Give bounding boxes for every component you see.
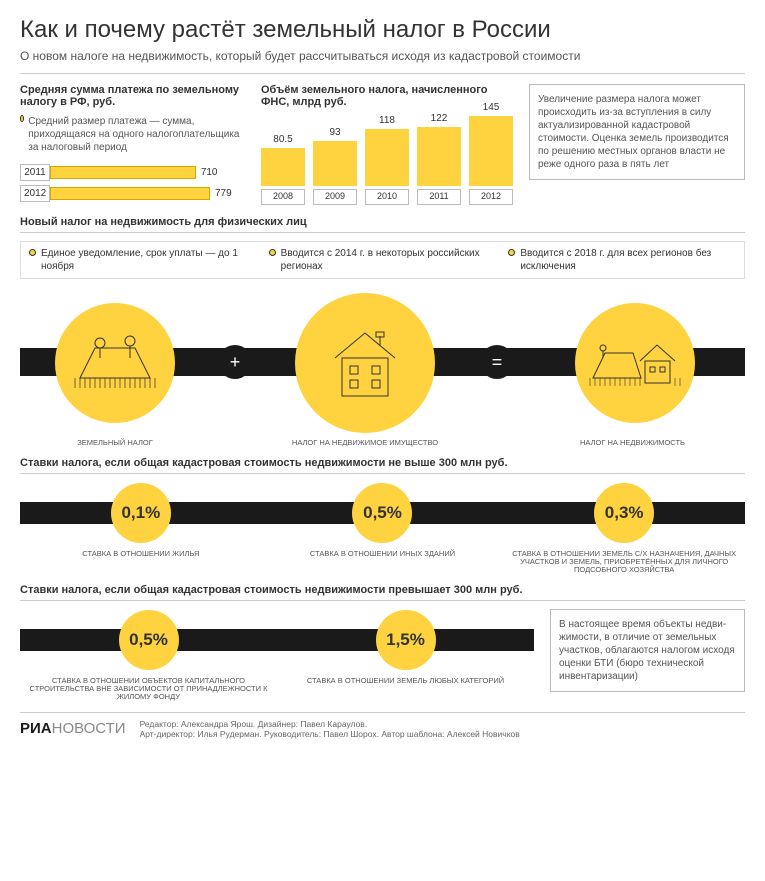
vbar <box>313 141 357 186</box>
vbar-value: 145 <box>483 101 500 114</box>
new-tax-bullets: Единое уведомление, срок уплаты — до 1 н… <box>20 241 745 279</box>
vbar <box>417 127 461 186</box>
icon-label-2: НАЛОГ НА НЕДВИЖИМОСТЬ <box>520 439 745 447</box>
vbar <box>365 129 409 186</box>
page-title: Как и почему растёт земельный налог в Ро… <box>20 14 745 45</box>
avg-payment-block: Средняя сумма платежа по земельному нало… <box>20 84 245 205</box>
hbar-value: 710 <box>201 166 218 179</box>
vbar-year: 2008 <box>261 189 305 205</box>
vbar-value: 93 <box>329 126 340 139</box>
bullet: Вводится с 2018 г. для всех регионов без… <box>508 247 736 273</box>
bullet-dot-icon <box>269 249 276 256</box>
icon-label-0: ЗЕМЕЛЬНЫЙ НАЛОГ <box>20 439 210 447</box>
rates-under-stripe: 0,1% 0,5% 0,3% <box>20 482 745 544</box>
vbar <box>261 148 305 187</box>
vbar-value: 118 <box>379 114 395 127</box>
vbar-year: 2009 <box>313 189 357 205</box>
vbar-col: 145 2012 <box>469 101 513 205</box>
vbar-year: 2011 <box>417 189 461 205</box>
vbar-col: 118 2010 <box>365 114 409 205</box>
icon-labels: ЗЕМЕЛЬНЫЙ НАЛОГ НАЛОГ НА НЕДВИЖИМОЕ ИМУЩ… <box>20 439 745 447</box>
bullet-text: Вводится с 2018 г. для всех регионов без… <box>520 247 736 273</box>
rates-over-title: Ставки налога, если общая кадастровая ст… <box>20 583 745 601</box>
hbar <box>50 187 210 200</box>
footer: РИАНОВОСТИ Редактор: Александра Ярош. Ди… <box>20 712 745 739</box>
logo-news: НОВОСТИ <box>52 720 126 737</box>
vbar-col: 122 2011 <box>417 112 461 205</box>
rates-under-labels: СТАВКА В ОТНОШЕНИИ ЖИЛЬЯСТАВКА В ОТНОШЕН… <box>20 550 745 575</box>
vbar-year: 2012 <box>469 189 513 205</box>
vbar-year: 2010 <box>365 189 409 205</box>
rate-label: СТАВКА В ОТНОШЕНИИ ИНЫХ ЗДАНИЙ <box>262 550 504 575</box>
rate-circle: 0,5% <box>119 610 179 670</box>
icon-label-1: НАЛОГ НА НЕДВИЖИМОЕ ИМУЩЕСТВО <box>210 439 520 447</box>
hbar-row: 2012 779 <box>20 185 245 202</box>
bullet-text: Вводится с 2014 г. в некоторых российски… <box>281 247 497 273</box>
logo: РИАНОВОСТИ <box>20 719 126 739</box>
rate-label: СТАВКА В ОТНОШЕНИИ ЗЕМЕЛЬ ЛЮБЫХ КАТЕГОРИ… <box>277 677 534 702</box>
rates-over-stripe: 0,5% 1,5% <box>20 609 534 671</box>
rates-over-labels: СТАВКА В ОТНОШЕНИИ ОБЪЕКТОВ КАПИТАЛЬНОГО… <box>20 677 534 702</box>
bullet: Вводится с 2014 г. в некоторых российски… <box>269 247 497 273</box>
rate-label: СТАВКА В ОТНОШЕНИИ ОБЪЕКТОВ КАПИТАЛЬНОГО… <box>20 677 277 702</box>
bullet-text: Единое уведомление, срок уплаты — до 1 н… <box>41 247 257 273</box>
vbar-value: 80.5 <box>273 133 292 146</box>
rate-circle: 0,1% <box>111 483 171 543</box>
rate-circle: 0,5% <box>352 483 412 543</box>
hbar-row: 2011 710 <box>20 164 245 181</box>
legend-dot-icon <box>20 115 24 122</box>
bti-note: В настоящее время объекты недви­жимости,… <box>550 609 745 692</box>
rate-circle: 0,3% <box>594 483 654 543</box>
vbar <box>469 116 513 186</box>
rate-circle: 1,5% <box>376 610 436 670</box>
vbar-value: 122 <box>431 112 448 125</box>
avg-payment-title: Средняя сумма платежа по земельному нало… <box>20 84 245 109</box>
logo-ria: РИА <box>20 720 52 737</box>
circle-realestate-tax <box>575 303 695 423</box>
vbar-col: 80.5 2008 <box>261 133 305 206</box>
vbar-col: 93 2009 <box>313 126 357 205</box>
new-tax-title: Новый налог на недвижимость для физическ… <box>20 215 745 233</box>
rates-under-title: Ставки налога, если общая кадастровая ст… <box>20 456 745 474</box>
hbar <box>50 166 196 179</box>
top-row: Средняя сумма платежа по земельному нало… <box>20 84 745 205</box>
increase-note: Увеличение размера налога может происход… <box>529 84 745 180</box>
circle-property-tax <box>295 293 435 433</box>
increase-note-box: Увеличение размера налога может происход… <box>529 84 745 205</box>
bullet: Единое уведомление, срок уплаты — до 1 н… <box>29 247 257 273</box>
circle-land-tax <box>55 303 175 423</box>
rate-label: СТАВКА В ОТНОШЕНИИ ЗЕМЕЛЬ С/Х НАЗНАЧЕНИЯ… <box>503 550 745 575</box>
page-subtitle: О новом налоге на недвижимость, который … <box>20 49 745 74</box>
hbar-value: 779 <box>215 187 232 200</box>
credits-1: Редактор: Александра Ярош. Дизайнер: Пав… <box>140 719 520 729</box>
bullet-dot-icon <box>29 249 36 256</box>
hbar-year: 2011 <box>20 164 50 181</box>
credits-2: Арт-директор: Илья Рудерман. Руководител… <box>140 729 520 739</box>
volume-block: Объём земельного налога, начисленного ФН… <box>261 84 513 205</box>
hbar-year: 2012 <box>20 185 50 202</box>
icon-stripe: + = <box>20 293 745 433</box>
bullet-dot-icon <box>508 249 515 256</box>
avg-payment-legend: Средний размер платежа — сумма, приходящ… <box>28 115 245 154</box>
rate-label: СТАВКА В ОТНОШЕНИИ ЖИЛЬЯ <box>20 550 262 575</box>
